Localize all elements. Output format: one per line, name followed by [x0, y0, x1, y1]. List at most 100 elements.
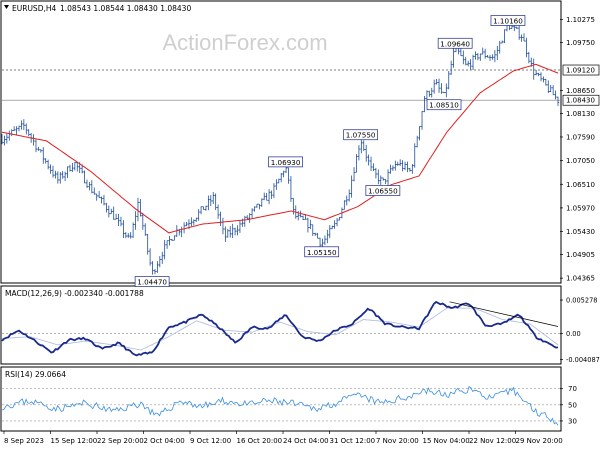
price-bar	[250, 208, 254, 218]
price-bar	[309, 219, 312, 230]
price-bar	[498, 40, 501, 54]
annotation-label: 1.05150	[307, 248, 337, 257]
price-bar	[464, 56, 467, 66]
price-bar	[379, 175, 382, 185]
price-bar	[338, 216, 341, 221]
price-bar	[233, 227, 237, 236]
price-bar	[306, 217, 310, 233]
price-bar	[323, 235, 327, 245]
price-bar	[384, 179, 387, 185]
moving-average-line	[1, 63, 559, 234]
price-bar	[333, 220, 336, 229]
price-bar	[105, 202, 108, 213]
x-tick-label: 16 Oct 20:00	[237, 437, 283, 445]
price-bar	[275, 179, 278, 190]
price-bar	[396, 161, 399, 166]
price-bar	[131, 222, 135, 238]
price-bar	[85, 179, 89, 188]
price-annotation: 1.08510	[426, 99, 462, 111]
x-tick-label: 29 Nov 20:00	[516, 437, 563, 445]
macd-tick-label: -0.004087	[566, 356, 600, 364]
price-bar	[185, 221, 188, 227]
price-bar	[90, 180, 94, 194]
price-annotation: 1.10160	[490, 15, 526, 26]
price-bar	[525, 37, 528, 58]
x-tick-label: 15 Sep 12:00	[51, 437, 98, 445]
price-bar	[415, 135, 419, 148]
price-bar	[316, 232, 319, 239]
price-bar	[192, 219, 196, 226]
y-tick-label: 1.06510	[566, 181, 595, 189]
price-bar	[449, 60, 453, 75]
price-bar	[364, 144, 368, 162]
price-annotation: 1.05150	[304, 246, 340, 258]
price-bar	[114, 213, 118, 220]
annotation-box	[426, 99, 462, 111]
price-bar	[224, 226, 227, 242]
y-tick-label: 1.05970	[566, 204, 595, 212]
price-bar	[483, 48, 487, 59]
dropdown-triangle-icon[interactable]	[4, 5, 9, 9]
price-bar	[476, 53, 480, 61]
y-tick-label: 1.10275	[566, 16, 595, 24]
price-annotation: 1.06930	[268, 156, 303, 168]
price-bar	[493, 50, 497, 63]
x-tick-label: 7 Nov 20:00	[376, 437, 419, 445]
price-bar	[129, 232, 132, 239]
price-bar	[236, 225, 239, 236]
price-bar	[202, 206, 205, 210]
price-bar	[63, 171, 67, 182]
annotation-label: 1.08510	[429, 101, 459, 110]
macd-line	[1, 300, 559, 357]
price-bar	[503, 29, 506, 44]
price-bar	[362, 140, 365, 152]
price-bar	[556, 96, 560, 106]
price-bar	[299, 210, 302, 218]
price-bar	[474, 51, 477, 60]
price-bar	[12, 126, 16, 131]
price-bar	[88, 182, 91, 191]
price-bar	[5, 133, 9, 144]
price-bar	[61, 170, 64, 179]
price-bar	[367, 154, 370, 166]
price-bar	[389, 164, 392, 174]
price-bar	[22, 119, 26, 131]
price-bar	[522, 33, 526, 42]
y-tick-label: 1.04905	[566, 251, 595, 259]
price-bar	[403, 161, 407, 171]
price-bar	[270, 190, 273, 199]
price-bar	[100, 196, 103, 204]
price-bar	[471, 54, 475, 71]
price-bar	[117, 213, 120, 226]
macd-trendline	[449, 301, 559, 327]
macd-panel-frame	[0, 285, 562, 365]
price-bar	[253, 206, 256, 212]
price-bar	[381, 177, 385, 181]
y-tick-label: 1.07590	[566, 133, 595, 141]
price-bar	[280, 172, 283, 183]
price-bar	[428, 90, 431, 97]
price-bar	[343, 200, 346, 210]
annotation-box	[490, 15, 526, 26]
price-bar	[27, 129, 30, 137]
price-bar	[406, 161, 409, 173]
price-bar	[357, 145, 361, 161]
price-bar	[350, 175, 353, 198]
price-bar	[335, 218, 339, 227]
price-bar	[462, 50, 465, 65]
resistance-price-label-box	[562, 64, 600, 76]
price-bar	[488, 54, 492, 61]
price-bar	[408, 167, 412, 172]
price-bar	[73, 161, 77, 171]
price-bar	[39, 149, 43, 153]
price-bar	[255, 203, 259, 208]
price-bar	[212, 192, 215, 204]
price-annotation: 1.06550	[365, 185, 401, 196]
price-bar	[134, 211, 137, 230]
price-bar	[25, 123, 28, 135]
y-tick-label: 1.09750	[566, 39, 595, 47]
price-bar	[243, 215, 246, 227]
price-bar	[127, 233, 130, 238]
price-bar	[537, 72, 540, 77]
price-bar	[15, 126, 18, 135]
